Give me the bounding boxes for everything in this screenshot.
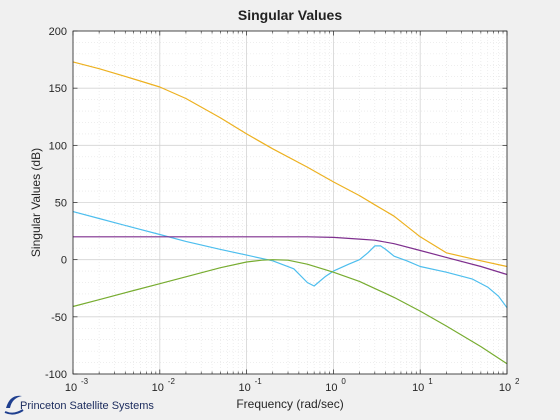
chart-title: Singular Values (238, 7, 342, 23)
x-axis-label: Frequency (rad/sec) (236, 397, 343, 411)
x-tick-exponent: -1 (255, 377, 263, 386)
x-tick-label: 10 (499, 382, 511, 394)
y-tick-label: 200 (49, 26, 67, 38)
x-tick-exponent: -2 (168, 377, 176, 386)
series-line-1 (72, 61, 508, 268)
x-tick-label: 10 (325, 382, 337, 394)
x-tick-label: 10 (238, 382, 250, 394)
x-tick-label: 10 (65, 382, 77, 394)
company-logo: Princeton Satellite Systems (4, 392, 154, 418)
series-line-2 (72, 211, 508, 309)
series-line-4 (72, 259, 508, 365)
y-tick-label: -50 (51, 312, 67, 324)
x-tick-exponent: 1 (428, 377, 433, 386)
y-tick-label: 0 (61, 255, 67, 267)
x-tick-exponent: 0 (341, 377, 346, 386)
logo-swoosh-icon (4, 395, 24, 415)
y-tick-label: 150 (49, 83, 67, 95)
x-tick-exponent: -3 (81, 377, 89, 386)
y-axis-label: Singular Values (dB) (29, 148, 43, 257)
y-tick-label: 50 (55, 198, 67, 210)
x-tick-label: 10 (412, 382, 424, 394)
x-tick-exponent: 2 (515, 377, 520, 386)
logo-text: Princeton Satellite Systems (20, 400, 154, 412)
series-line-3 (73, 236, 508, 276)
x-tick-label: 10 (152, 382, 164, 394)
y-tick-label: -100 (45, 369, 67, 381)
y-tick-label: 100 (49, 140, 67, 152)
